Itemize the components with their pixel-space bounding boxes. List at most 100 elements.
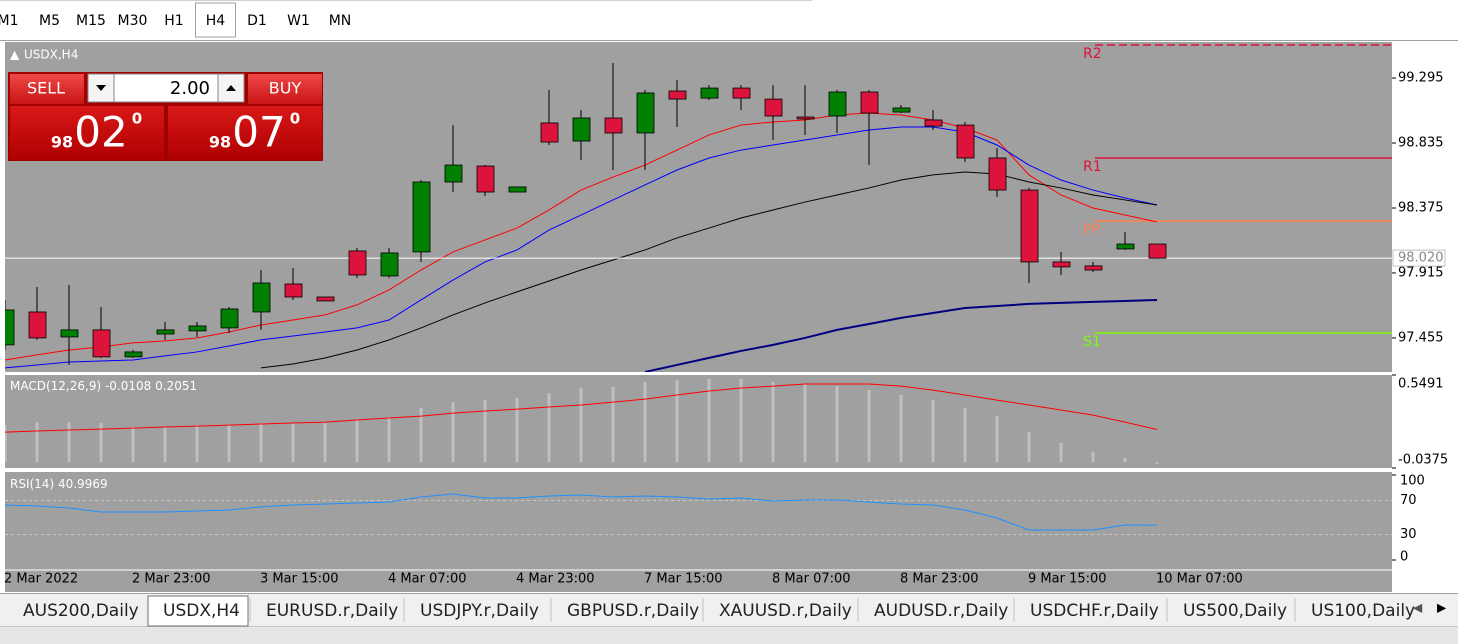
tab-scroll-right[interactable]: ▶	[1437, 601, 1447, 615]
tab[interactable]: GBPUSD.r,Daily	[567, 601, 699, 621]
y-tick-label: -0.0375	[1398, 453, 1448, 468]
candle-body	[540, 122, 559, 143]
candle-body	[764, 98, 783, 117]
candle-body	[796, 116, 815, 120]
macd-bar	[963, 407, 967, 463]
y-tick-label: 0.5491	[1398, 377, 1444, 392]
tab[interactable]: AUS200,Daily	[23, 601, 139, 621]
rsi-title: RSI(14) 40.9969	[10, 477, 108, 491]
macd-bar	[867, 390, 871, 463]
macd-pane	[5, 375, 1392, 468]
y-tick-label: 70	[1400, 493, 1417, 508]
candle-body	[156, 329, 175, 335]
down-arrow	[96, 85, 106, 91]
candle-body	[636, 92, 655, 134]
tab[interactable]: USDJPY.r,Daily	[420, 601, 539, 621]
rsi-pane	[5, 472, 1392, 592]
candle-body	[188, 325, 207, 332]
macd-main-value: -0.0108	[105, 379, 151, 393]
tab-scroll-left[interactable]: ◀	[1413, 601, 1423, 615]
timeframe-button[interactable]: MN	[329, 13, 352, 29]
tab-active	[147, 595, 249, 627]
pivot-label: PP	[1083, 222, 1100, 238]
macd-bar	[195, 425, 199, 463]
axes: 98.020 2 Mar 2022 2 Mar 23:00 3 Mar 15:00 4 …	[4, 71, 1448, 587]
timeframe-bar: M1 M5 M15 M30 H1 H4 D1 W1 MN	[0, 2, 352, 38]
buy-button[interactable]	[248, 74, 322, 104]
tab[interactable]: AUDUSD.r,Daily	[874, 601, 1008, 621]
macd-bar	[675, 380, 679, 463]
macd-bar	[835, 386, 839, 463]
tab[interactable]: XAUUSD.r,Daily	[719, 601, 852, 621]
candle-body	[380, 252, 399, 277]
macd-bar	[1027, 432, 1031, 463]
sell-button[interactable]	[10, 74, 84, 104]
tab[interactable]: US500,Daily	[1183, 601, 1287, 621]
candle-body	[5, 309, 15, 346]
candle-body	[348, 250, 367, 276]
moving-average	[260, 171, 1158, 369]
pane-caret: ▲	[10, 48, 20, 62]
macd-bar	[99, 423, 103, 463]
timeframe-button[interactable]: M15	[76, 13, 106, 29]
tab[interactable]: US100,Daily	[1311, 601, 1415, 621]
candle-body	[892, 107, 911, 113]
macd-bar	[579, 388, 583, 463]
candle-body	[700, 87, 719, 99]
bid-big: 98	[51, 133, 73, 152]
candle-body	[860, 91, 879, 114]
macd-bar	[419, 407, 423, 463]
timeframe-button[interactable]: M1	[0, 13, 19, 29]
tab[interactable]: USDX,H4	[163, 601, 240, 621]
candle-body	[316, 296, 335, 302]
candle-body	[60, 329, 79, 338]
macd-bar	[5, 425, 7, 463]
timeframe-active	[195, 2, 236, 38]
candle-body	[956, 124, 975, 159]
macd-bar	[387, 417, 391, 463]
candle-body	[604, 117, 623, 134]
x-tick-label: 4 Mar 07:00	[388, 572, 467, 587]
macd-bar	[707, 378, 711, 463]
candle-body	[572, 117, 591, 142]
y-tick-label: 97.455	[1398, 330, 1444, 345]
rsi-plot	[5, 493, 1392, 535]
x-tick-label: 4 Mar 23:00	[516, 572, 595, 587]
macd-bar	[515, 398, 519, 463]
timeframe-button[interactable]: W1	[287, 13, 310, 29]
macd-signal	[5, 383, 1158, 433]
macd-plot	[5, 378, 1159, 464]
macd-bar	[291, 423, 295, 463]
timeframe-button[interactable]: H1	[164, 13, 183, 29]
pivot-label: R1	[1083, 159, 1102, 175]
x-tick-label: 8 Mar 23:00	[900, 572, 979, 587]
current-price-label: 98.020	[1398, 251, 1444, 266]
x-tick-label: 7 Mar 15:00	[644, 572, 723, 587]
macd-name: MACD(12,26,9)	[10, 379, 101, 393]
lot-down-button[interactable]	[87, 73, 115, 103]
timeframe-button[interactable]: D1	[247, 13, 267, 29]
ask-box[interactable]	[168, 106, 322, 160]
ask-frac: 0	[290, 110, 300, 128]
candle-body	[476, 165, 495, 193]
timeframe-button[interactable]: H4	[206, 13, 226, 29]
macd-bar	[547, 393, 551, 463]
tab[interactable]: EURUSD.r,Daily	[266, 601, 398, 621]
tab[interactable]: USDCHF.r,Daily	[1030, 601, 1159, 621]
timeframe-button[interactable]: M5	[39, 13, 60, 29]
timeframe-button[interactable]: M30	[118, 13, 148, 29]
main-plot: R2 R1 PP S1	[5, 44, 1392, 372]
macd-signal-value: 0.2051	[155, 379, 197, 393]
bid-box[interactable]	[10, 106, 164, 160]
macd-bar	[259, 423, 263, 463]
candle-body	[1052, 261, 1071, 268]
bid-frac: 0	[132, 110, 142, 128]
macd-bar	[803, 384, 807, 463]
lot-input[interactable]	[113, 73, 219, 103]
buy-label: BUY	[269, 79, 302, 98]
macd-title: MACD(12,26,9) -0.0108 0.2051	[10, 379, 197, 393]
ask-pips: 07	[232, 108, 285, 157]
trade-panel: SELL 2.00 BUY 98 02 0 98 07 0	[8, 72, 323, 161]
candle-body	[252, 282, 271, 313]
